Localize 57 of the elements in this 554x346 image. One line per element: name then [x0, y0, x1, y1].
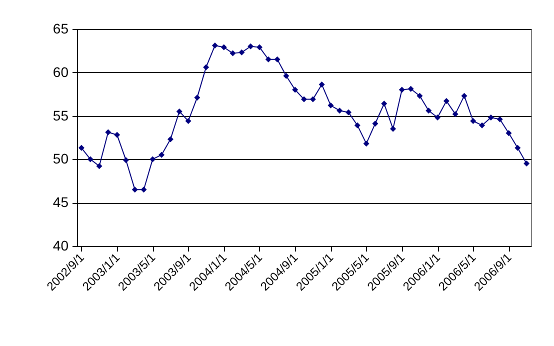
point	[452, 111, 458, 118]
point	[248, 43, 254, 50]
point	[96, 163, 102, 170]
point	[524, 160, 530, 167]
point	[346, 109, 352, 116]
point	[408, 86, 414, 92]
point	[274, 56, 280, 62]
point	[470, 118, 476, 124]
point	[203, 64, 210, 70]
point	[461, 92, 468, 99]
y-tick-label: 50	[52, 150, 69, 167]
point	[514, 144, 521, 151]
point	[292, 86, 298, 93]
point	[150, 156, 156, 162]
point	[265, 56, 272, 62]
y-tick-label: 65	[52, 20, 69, 36]
point	[212, 42, 218, 48]
point	[301, 96, 307, 102]
point	[310, 96, 316, 102]
point	[283, 72, 290, 79]
point	[506, 130, 512, 136]
point	[416, 92, 423, 99]
point	[176, 108, 182, 114]
point	[87, 156, 94, 162]
point	[158, 152, 165, 158]
point	[426, 108, 432, 114]
point	[488, 114, 494, 121]
point	[390, 126, 396, 132]
point	[185, 118, 192, 124]
y-tick-label: 45	[52, 194, 69, 210]
point	[398, 86, 405, 93]
point	[140, 186, 147, 193]
point	[318, 82, 325, 88]
point	[194, 94, 200, 101]
point	[114, 132, 120, 138]
point	[167, 136, 174, 142]
point	[479, 122, 486, 128]
point	[354, 122, 360, 128]
point	[496, 116, 503, 122]
point	[256, 44, 262, 50]
point	[372, 120, 378, 127]
y-tick-label: 55	[52, 107, 69, 124]
point	[230, 50, 236, 56]
point	[381, 100, 388, 107]
point	[443, 98, 450, 104]
point	[122, 157, 129, 164]
point	[238, 49, 245, 56]
point	[328, 102, 334, 108]
point	[336, 108, 343, 114]
point	[105, 129, 112, 136]
point	[434, 114, 441, 121]
y-tick-label: 60	[52, 64, 69, 80]
point	[132, 186, 138, 193]
y-tick-label: 40	[52, 238, 69, 254]
point	[220, 44, 227, 50]
point	[78, 144, 84, 151]
point	[363, 140, 370, 147]
